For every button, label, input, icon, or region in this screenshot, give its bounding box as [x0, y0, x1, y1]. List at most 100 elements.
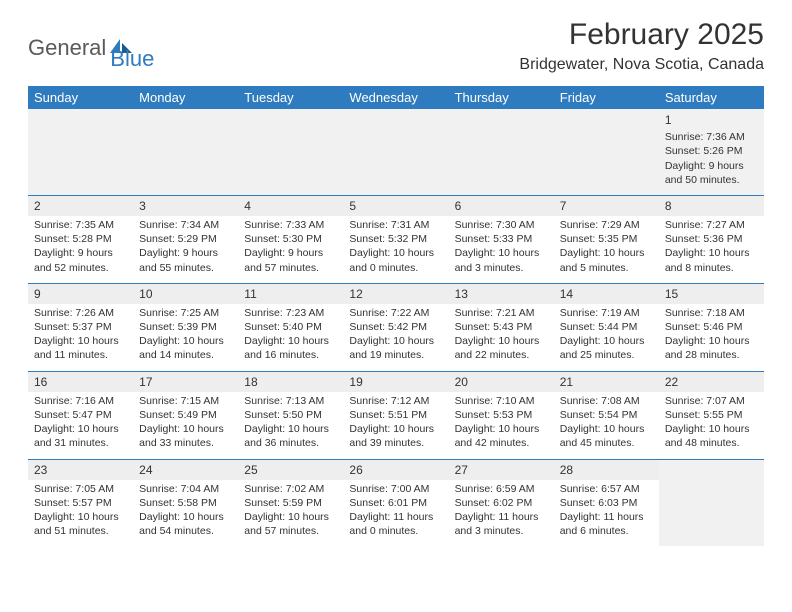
calendar-day: 13Sunrise: 7:21 AMSunset: 5:43 PMDayligh…: [449, 283, 554, 371]
calendar-day-empty: [554, 109, 659, 195]
day-number: 23: [28, 460, 133, 480]
day-number: 7: [554, 196, 659, 216]
calendar-week: 2Sunrise: 7:35 AMSunset: 5:28 PMDaylight…: [28, 195, 764, 283]
sunset-line: Sunset: 5:49 PM: [139, 408, 232, 422]
sunset-line: Sunset: 5:47 PM: [34, 408, 127, 422]
daylight-line: Daylight: 10 hours and 16 minutes.: [244, 334, 337, 362]
sunset-line: Sunset: 5:44 PM: [560, 320, 653, 334]
day-number: 24: [133, 460, 238, 480]
logo-text-blue: Blue: [110, 46, 154, 72]
daylight-line: Daylight: 10 hours and 51 minutes.: [34, 510, 127, 538]
day-number: 14: [554, 284, 659, 304]
daylight-line: Daylight: 9 hours and 57 minutes.: [244, 246, 337, 274]
day-number: 15: [659, 284, 764, 304]
daylight-line: Daylight: 10 hours and 28 minutes.: [665, 334, 758, 362]
sunset-line: Sunset: 6:03 PM: [560, 496, 653, 510]
daylight-line: Daylight: 10 hours and 5 minutes.: [560, 246, 653, 274]
sunrise-line: Sunrise: 7:13 AM: [244, 394, 337, 408]
day-number: 19: [343, 372, 448, 392]
calendar-day: 16Sunrise: 7:16 AMSunset: 5:47 PMDayligh…: [28, 371, 133, 459]
daylight-line: Daylight: 10 hours and 0 minutes.: [349, 246, 442, 274]
sunrise-line: Sunrise: 7:19 AM: [560, 306, 653, 320]
daylight-line: Daylight: 10 hours and 19 minutes.: [349, 334, 442, 362]
day-number: 5: [343, 196, 448, 216]
daylight-line: Daylight: 10 hours and 33 minutes.: [139, 422, 232, 450]
sunset-line: Sunset: 5:39 PM: [139, 320, 232, 334]
sunrise-line: Sunrise: 7:29 AM: [560, 218, 653, 232]
calendar-day: 3Sunrise: 7:34 AMSunset: 5:29 PMDaylight…: [133, 195, 238, 283]
sunrise-line: Sunrise: 7:33 AM: [244, 218, 337, 232]
calendar-day-empty: [343, 109, 448, 195]
calendar-day: 17Sunrise: 7:15 AMSunset: 5:49 PMDayligh…: [133, 371, 238, 459]
day-number: 21: [554, 372, 659, 392]
calendar-day-empty: [28, 109, 133, 195]
calendar-day: 23Sunrise: 7:05 AMSunset: 5:57 PMDayligh…: [28, 459, 133, 546]
day-number: 25: [238, 460, 343, 480]
sunrise-line: Sunrise: 7:18 AM: [665, 306, 758, 320]
logo: General Blue: [28, 24, 154, 72]
calendar-day-empty: [449, 109, 554, 195]
sunrise-line: Sunrise: 7:21 AM: [455, 306, 548, 320]
calendar-day: 12Sunrise: 7:22 AMSunset: 5:42 PMDayligh…: [343, 283, 448, 371]
daylight-line: Daylight: 10 hours and 42 minutes.: [455, 422, 548, 450]
daylight-line: Daylight: 10 hours and 11 minutes.: [34, 334, 127, 362]
calendar-table: SundayMondayTuesdayWednesdayThursdayFrid…: [28, 86, 764, 546]
calendar-day: 20Sunrise: 7:10 AMSunset: 5:53 PMDayligh…: [449, 371, 554, 459]
day-number: 26: [343, 460, 448, 480]
month-title: February 2025: [519, 18, 764, 52]
sunrise-line: Sunrise: 7:31 AM: [349, 218, 442, 232]
sunset-line: Sunset: 5:36 PM: [665, 232, 758, 246]
day-header: Monday: [133, 86, 238, 109]
sunset-line: Sunset: 6:02 PM: [455, 496, 548, 510]
sunrise-line: Sunrise: 7:12 AM: [349, 394, 442, 408]
sunset-line: Sunset: 5:33 PM: [455, 232, 548, 246]
sunrise-line: Sunrise: 7:25 AM: [139, 306, 232, 320]
calendar-day: 18Sunrise: 7:13 AMSunset: 5:50 PMDayligh…: [238, 371, 343, 459]
logo-text-general: General: [28, 35, 106, 61]
sunrise-line: Sunrise: 7:23 AM: [244, 306, 337, 320]
sunrise-line: Sunrise: 7:08 AM: [560, 394, 653, 408]
sunrise-line: Sunrise: 7:07 AM: [665, 394, 758, 408]
sunset-line: Sunset: 5:51 PM: [349, 408, 442, 422]
calendar-week: 9Sunrise: 7:26 AMSunset: 5:37 PMDaylight…: [28, 283, 764, 371]
sunrise-line: Sunrise: 6:57 AM: [560, 482, 653, 496]
day-number: 28: [554, 460, 659, 480]
calendar-day-empty: [659, 459, 764, 546]
sunrise-line: Sunrise: 7:34 AM: [139, 218, 232, 232]
calendar-day: 14Sunrise: 7:19 AMSunset: 5:44 PMDayligh…: [554, 283, 659, 371]
daylight-line: Daylight: 10 hours and 22 minutes.: [455, 334, 548, 362]
calendar-day: 11Sunrise: 7:23 AMSunset: 5:40 PMDayligh…: [238, 283, 343, 371]
sunset-line: Sunset: 5:58 PM: [139, 496, 232, 510]
sunrise-line: Sunrise: 7:02 AM: [244, 482, 337, 496]
daylight-line: Daylight: 10 hours and 14 minutes.: [139, 334, 232, 362]
calendar-day: 8Sunrise: 7:27 AMSunset: 5:36 PMDaylight…: [659, 195, 764, 283]
sunrise-line: Sunrise: 7:05 AM: [34, 482, 127, 496]
sunset-line: Sunset: 5:50 PM: [244, 408, 337, 422]
daylight-line: Daylight: 10 hours and 39 minutes.: [349, 422, 442, 450]
daylight-line: Daylight: 9 hours and 55 minutes.: [139, 246, 232, 274]
day-number: 17: [133, 372, 238, 392]
daylight-line: Daylight: 10 hours and 48 minutes.: [665, 422, 758, 450]
calendar-day: 1Sunrise: 7:36 AMSunset: 5:26 PMDaylight…: [659, 109, 764, 195]
daylight-line: Daylight: 10 hours and 3 minutes.: [455, 246, 548, 274]
daylight-line: Daylight: 10 hours and 54 minutes.: [139, 510, 232, 538]
sunset-line: Sunset: 5:32 PM: [349, 232, 442, 246]
day-number: 27: [449, 460, 554, 480]
sunset-line: Sunset: 5:26 PM: [665, 144, 758, 158]
sunrise-line: Sunrise: 7:35 AM: [34, 218, 127, 232]
calendar-day: 9Sunrise: 7:26 AMSunset: 5:37 PMDaylight…: [28, 283, 133, 371]
calendar-week: 23Sunrise: 7:05 AMSunset: 5:57 PMDayligh…: [28, 459, 764, 546]
title-block: February 2025 Bridgewater, Nova Scotia, …: [519, 18, 764, 74]
page-header: General Blue February 2025 Bridgewater, …: [28, 18, 764, 74]
day-header: Wednesday: [343, 86, 448, 109]
daylight-line: Daylight: 9 hours and 52 minutes.: [34, 246, 127, 274]
daylight-line: Daylight: 10 hours and 8 minutes.: [665, 246, 758, 274]
day-header: Friday: [554, 86, 659, 109]
sunrise-line: Sunrise: 7:00 AM: [349, 482, 442, 496]
sunrise-line: Sunrise: 7:22 AM: [349, 306, 442, 320]
daylight-line: Daylight: 11 hours and 3 minutes.: [455, 510, 548, 538]
calendar-day: 10Sunrise: 7:25 AMSunset: 5:39 PMDayligh…: [133, 283, 238, 371]
sunset-line: Sunset: 5:55 PM: [665, 408, 758, 422]
sunset-line: Sunset: 5:59 PM: [244, 496, 337, 510]
day-number: 22: [659, 372, 764, 392]
